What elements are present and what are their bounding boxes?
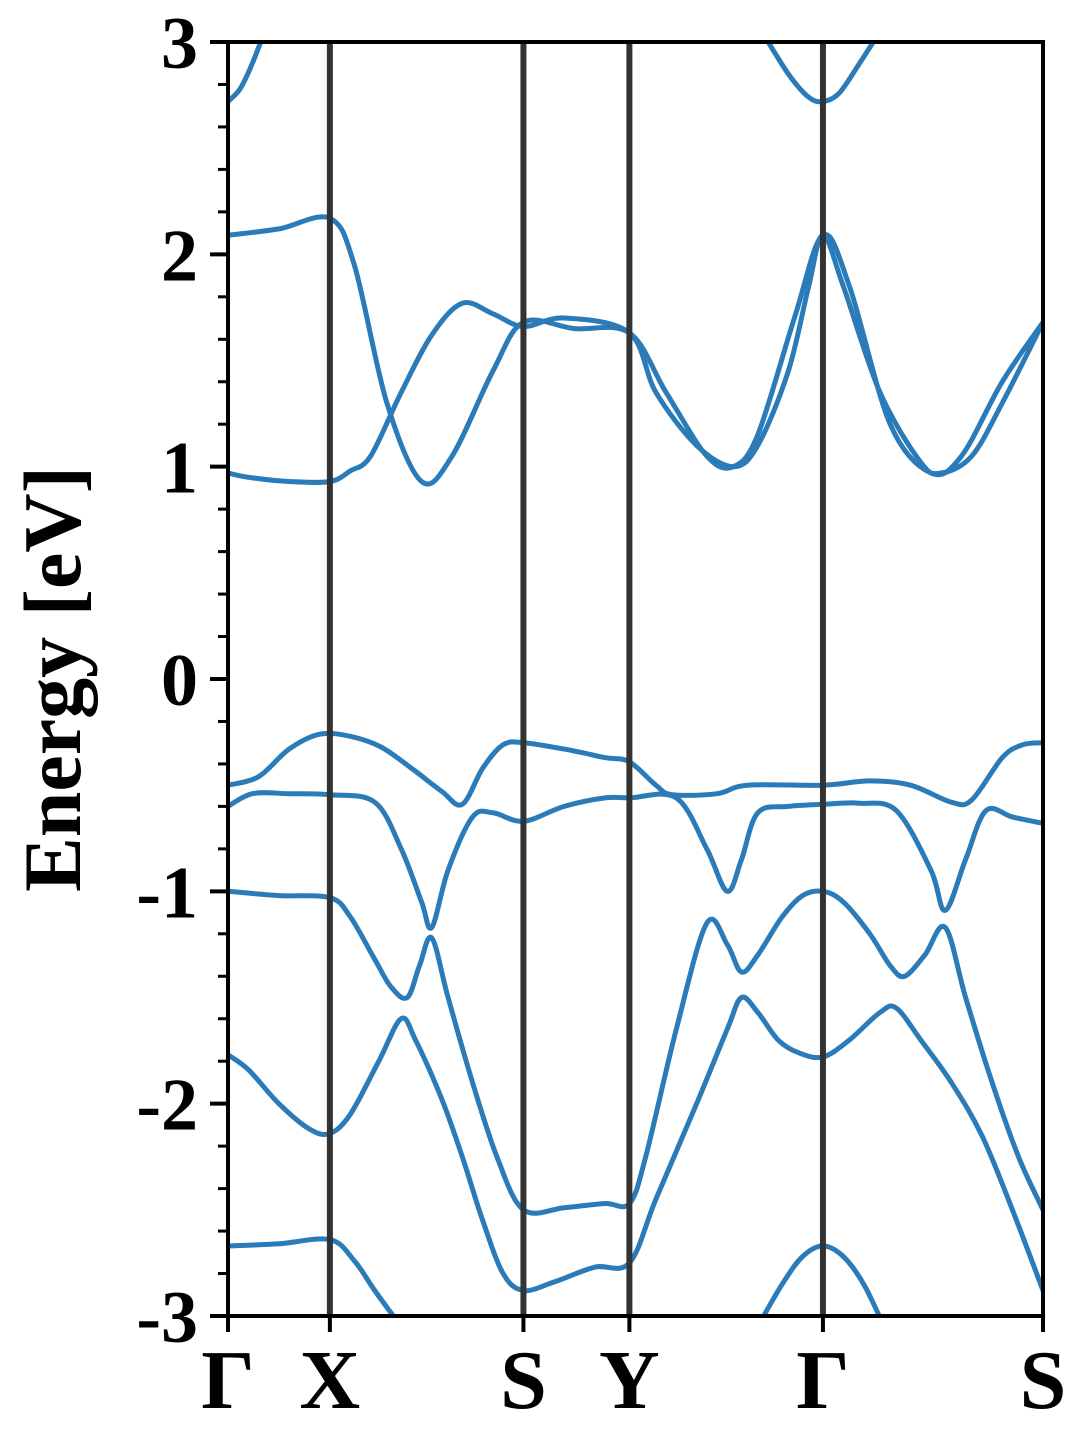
y-tick-label: -1 — [136, 852, 198, 934]
x-tick-label: S — [1020, 1334, 1067, 1427]
plot-frame — [226, 40, 1045, 1318]
x-tick-label: X — [300, 1334, 361, 1427]
band-line-7 — [228, 232, 1043, 485]
y-axis-label: Energy [eV] — [7, 466, 98, 892]
y-tick-label: 2 — [161, 215, 198, 297]
band-line-4 — [228, 888, 1043, 1216]
y-tick-label: 0 — [161, 640, 198, 722]
x-tick-label: S — [500, 1334, 547, 1427]
band-lines — [228, 42, 1043, 1316]
x-tick-label: Y — [599, 1334, 660, 1427]
band-line-1 — [228, 1236, 397, 1316]
band-line-6 — [228, 730, 1043, 808]
band-line-3 — [228, 994, 1043, 1294]
y-tick-label: -3 — [136, 1277, 198, 1359]
band-line-9 — [228, 42, 264, 104]
y-tick-label: 1 — [161, 428, 198, 510]
y-axis-ticks: -3 -2 -1 0 1 2 3 — [136, 3, 228, 1359]
band-line-8 — [228, 214, 1043, 487]
y-tick-label: 3 — [161, 3, 198, 85]
x-tick-label: Γ — [796, 1334, 849, 1427]
band-line-5 — [228, 790, 1043, 931]
y-tick-label: -2 — [136, 1065, 198, 1147]
high-symmetry-lines — [326, 42, 826, 1316]
x-tick-label: Γ — [201, 1334, 254, 1427]
